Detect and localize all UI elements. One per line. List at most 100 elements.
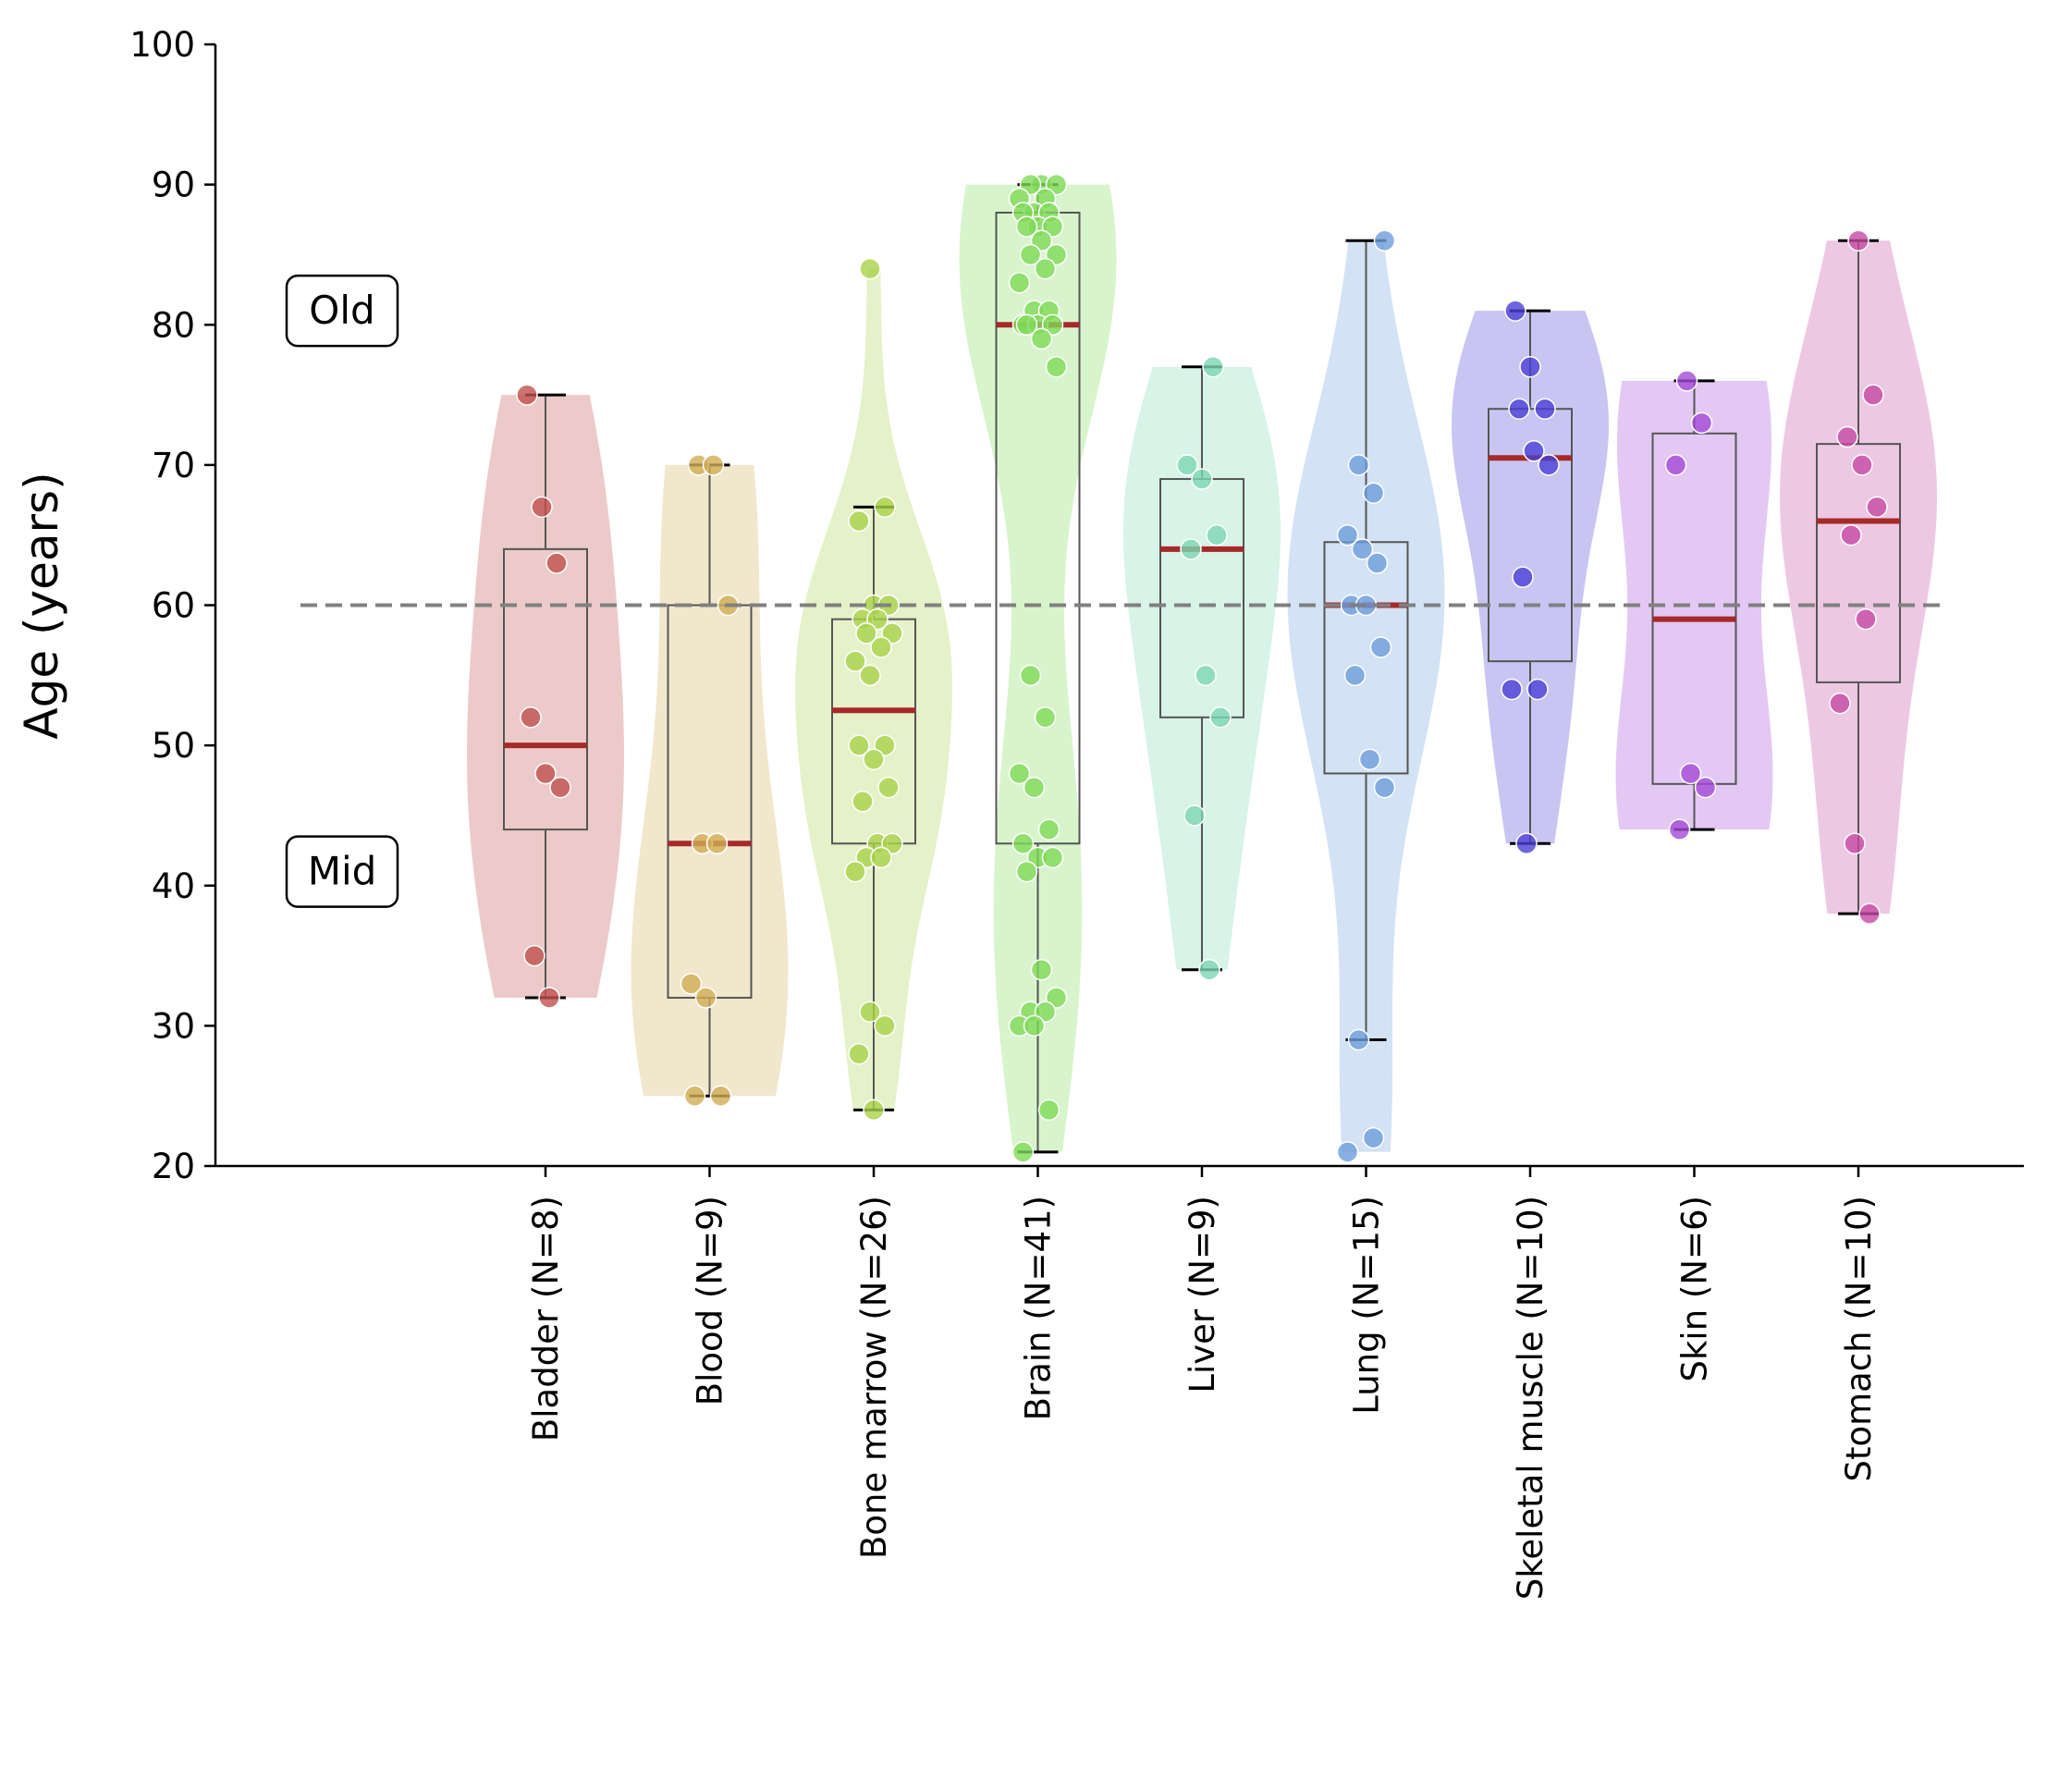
point — [1206, 523, 1228, 546]
point — [1008, 762, 1031, 785]
point — [1011, 1141, 1035, 1163]
point — [855, 622, 877, 644]
y-tick-label: 30 — [152, 1006, 195, 1046]
point — [1023, 776, 1046, 799]
x-tick-label: Lung (N=15) — [1347, 1196, 1387, 1415]
y-tick-label: 40 — [152, 866, 195, 906]
point — [874, 496, 896, 519]
point — [1202, 355, 1224, 378]
point — [1855, 608, 1877, 631]
point — [709, 1085, 732, 1107]
annotation-box — [285, 274, 399, 348]
point — [1023, 1014, 1046, 1037]
point — [1840, 523, 1862, 546]
point — [1515, 832, 1538, 855]
violin — [631, 464, 789, 1097]
point — [694, 987, 717, 1009]
point — [870, 846, 892, 869]
point — [1037, 1099, 1060, 1122]
point — [1508, 398, 1530, 420]
y-axis-label: Age (years) — [15, 472, 68, 739]
point — [520, 706, 542, 729]
point — [1362, 482, 1385, 504]
violin — [795, 268, 952, 1111]
point — [1858, 902, 1881, 925]
point — [848, 734, 870, 756]
point — [1351, 538, 1374, 560]
point — [844, 650, 866, 672]
point — [531, 496, 553, 519]
y-tick-label: 70 — [152, 446, 195, 485]
point — [1504, 300, 1526, 322]
point — [702, 454, 725, 476]
point — [852, 791, 874, 813]
point — [1347, 454, 1370, 476]
point — [1836, 425, 1858, 448]
point — [1180, 538, 1202, 560]
point — [1668, 818, 1691, 841]
point — [1037, 818, 1060, 841]
point — [1209, 706, 1232, 729]
point — [1191, 468, 1213, 490]
violin — [1287, 240, 1445, 1152]
point — [1183, 804, 1206, 827]
point — [1366, 552, 1389, 574]
annotation: Old — [309, 288, 374, 333]
point — [1347, 1028, 1370, 1051]
point — [1847, 229, 1869, 252]
point — [1011, 832, 1035, 855]
x-tick-label: Brain (N=41) — [1019, 1196, 1059, 1420]
point — [1336, 1141, 1359, 1163]
point — [534, 762, 557, 785]
point — [859, 664, 881, 687]
x-tick-label: Liver (N=9) — [1183, 1196, 1222, 1393]
point — [1041, 846, 1064, 869]
point — [863, 1099, 885, 1122]
point — [1664, 454, 1687, 476]
point — [1512, 566, 1534, 588]
violin — [1615, 380, 1773, 830]
point — [874, 1014, 896, 1037]
y-tick-label: 90 — [152, 166, 195, 205]
point — [859, 1000, 881, 1023]
point — [1019, 243, 1042, 266]
point — [1675, 370, 1698, 392]
point — [1198, 958, 1220, 981]
violin — [1780, 240, 1937, 914]
point — [545, 552, 568, 574]
point — [516, 384, 538, 406]
point — [1019, 664, 1042, 687]
box — [1488, 408, 1573, 663]
point — [1369, 636, 1392, 658]
x-tick-label: Bladder (N=8) — [526, 1196, 566, 1442]
point — [863, 748, 885, 771]
point — [1045, 355, 1068, 378]
point — [1679, 762, 1702, 785]
point — [1373, 229, 1396, 252]
y-tick-label: 80 — [152, 305, 195, 345]
point — [1519, 355, 1541, 378]
annotation-box — [285, 835, 399, 908]
x-tick-label: Stomach (N=10) — [1839, 1196, 1879, 1482]
point — [1501, 678, 1523, 701]
x-tick-label: Skeletal muscle (N=10) — [1511, 1196, 1551, 1600]
annotation: Mid — [308, 849, 377, 894]
point — [523, 944, 545, 967]
point — [1195, 664, 1217, 687]
point — [1862, 384, 1884, 406]
x-tick-label: Bone marrow (N=26) — [854, 1196, 894, 1559]
point — [1851, 454, 1873, 476]
point — [1694, 776, 1717, 799]
point — [859, 257, 881, 280]
point — [1526, 678, 1549, 701]
point — [1176, 454, 1198, 476]
point — [870, 636, 892, 658]
point — [1358, 748, 1381, 771]
point — [1015, 860, 1038, 883]
point — [680, 973, 703, 995]
point — [1844, 832, 1866, 855]
point — [1034, 706, 1057, 729]
point — [1829, 692, 1851, 715]
point — [1538, 454, 1560, 476]
